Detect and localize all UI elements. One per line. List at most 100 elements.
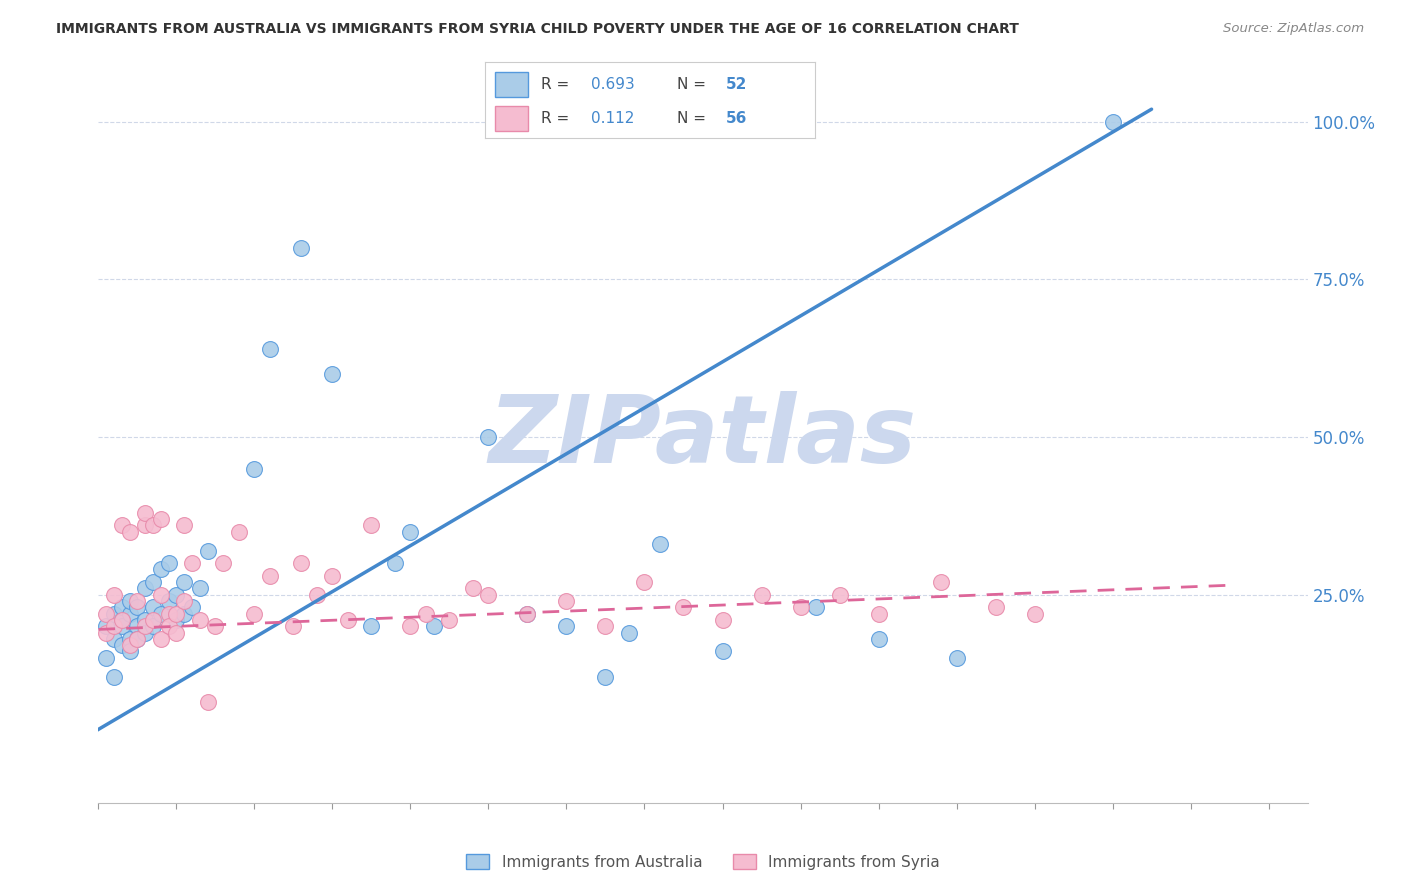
Point xyxy=(118,644,141,658)
Point xyxy=(197,543,219,558)
Point xyxy=(127,632,149,646)
Point xyxy=(173,594,195,608)
Bar xyxy=(495,106,529,130)
Point xyxy=(103,619,125,633)
Point xyxy=(188,582,211,596)
Point xyxy=(321,569,343,583)
Point xyxy=(157,607,180,621)
Point xyxy=(290,556,312,570)
Point xyxy=(96,607,118,621)
Point xyxy=(516,607,538,621)
Point xyxy=(157,556,180,570)
Point xyxy=(149,512,172,526)
Point xyxy=(617,625,640,640)
Text: N =: N = xyxy=(676,77,710,92)
Point xyxy=(134,619,156,633)
Point xyxy=(868,607,890,621)
Point xyxy=(103,607,125,621)
Point xyxy=(711,644,734,658)
Point xyxy=(945,650,967,665)
Point xyxy=(127,600,149,615)
Point xyxy=(118,594,141,608)
Point xyxy=(259,342,281,356)
Point xyxy=(134,518,156,533)
Point xyxy=(157,594,180,608)
Point xyxy=(111,619,134,633)
Point xyxy=(197,695,219,709)
Point xyxy=(555,594,578,608)
Point xyxy=(415,607,437,621)
Legend: Immigrants from Australia, Immigrants from Syria: Immigrants from Australia, Immigrants fr… xyxy=(460,847,946,876)
Point xyxy=(477,430,499,444)
Point xyxy=(134,613,156,627)
Point xyxy=(96,625,118,640)
Point xyxy=(165,607,187,621)
Text: 0.693: 0.693 xyxy=(591,77,634,92)
Point xyxy=(118,632,141,646)
Point xyxy=(103,670,125,684)
Point xyxy=(828,588,851,602)
Point xyxy=(127,594,149,608)
Point xyxy=(337,613,360,627)
Text: N =: N = xyxy=(676,111,710,126)
Point xyxy=(173,575,195,590)
Point xyxy=(173,607,195,621)
Point xyxy=(595,619,617,633)
Point xyxy=(142,575,165,590)
Point xyxy=(111,613,134,627)
Point xyxy=(165,625,187,640)
Point xyxy=(399,619,422,633)
Point xyxy=(283,619,305,633)
Point xyxy=(96,619,118,633)
Point xyxy=(118,638,141,652)
Point xyxy=(142,619,165,633)
Point xyxy=(439,613,461,627)
Point xyxy=(142,518,165,533)
Point xyxy=(751,588,773,602)
Point xyxy=(360,619,382,633)
Point xyxy=(633,575,655,590)
Point xyxy=(134,625,156,640)
Point xyxy=(711,613,734,627)
Point xyxy=(804,600,827,615)
Point xyxy=(111,613,134,627)
Point xyxy=(173,518,195,533)
Point xyxy=(595,670,617,684)
Point xyxy=(243,607,266,621)
Point xyxy=(157,619,180,633)
Point xyxy=(149,607,172,621)
Point xyxy=(672,600,695,615)
Point xyxy=(96,650,118,665)
Point xyxy=(118,607,141,621)
Point xyxy=(290,241,312,255)
Text: 56: 56 xyxy=(727,111,748,126)
Point xyxy=(103,632,125,646)
Point xyxy=(212,556,235,570)
Point xyxy=(188,613,211,627)
Point xyxy=(384,556,406,570)
Point xyxy=(789,600,811,615)
Bar xyxy=(495,72,529,96)
Text: 52: 52 xyxy=(727,77,748,92)
Point xyxy=(181,600,204,615)
Point xyxy=(868,632,890,646)
Point xyxy=(1101,115,1123,129)
Point xyxy=(1024,607,1046,621)
Point xyxy=(321,367,343,381)
Point xyxy=(127,632,149,646)
Point xyxy=(165,613,187,627)
Text: 0.112: 0.112 xyxy=(591,111,634,126)
Point xyxy=(516,607,538,621)
Point xyxy=(149,588,172,602)
Point xyxy=(243,461,266,475)
Text: ZIPatlas: ZIPatlas xyxy=(489,391,917,483)
Text: R =: R = xyxy=(541,77,575,92)
Point xyxy=(461,582,484,596)
Point xyxy=(149,562,172,576)
Point xyxy=(142,613,165,627)
Point xyxy=(399,524,422,539)
Point xyxy=(984,600,1007,615)
Point xyxy=(204,619,226,633)
Point xyxy=(181,556,204,570)
Point xyxy=(111,600,134,615)
